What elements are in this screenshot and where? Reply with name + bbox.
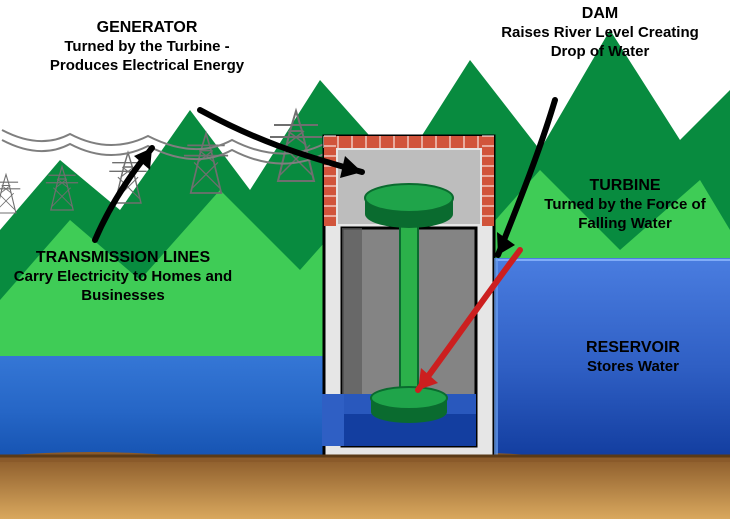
label-generator: GENERATOR Turned by the Turbine - Produc… bbox=[32, 18, 262, 76]
label-title: RESERVOIR bbox=[558, 338, 708, 358]
label-title: TRANSMISSION LINES bbox=[4, 248, 242, 268]
label-reservoir: RESERVOIR Stores Water bbox=[558, 338, 708, 377]
label-desc: Turned by the Turbine - Produces Electri… bbox=[32, 38, 262, 76]
diagram-stage: GENERATOR Turned by the Turbine - Produc… bbox=[0, 0, 730, 519]
label-title: TURBINE bbox=[520, 176, 730, 196]
label-transmission: TRANSMISSION LINES Carry Electricity to … bbox=[4, 248, 242, 306]
label-title: GENERATOR bbox=[32, 18, 262, 38]
label-title: DAM bbox=[500, 4, 700, 24]
label-desc: Stores Water bbox=[558, 358, 708, 377]
label-dam: DAM Raises River Level Creating Drop of … bbox=[500, 4, 700, 62]
label-desc: Raises River Level Creating Drop of Wate… bbox=[500, 24, 700, 62]
label-turbine: TURBINE Turned by the Force of Falling W… bbox=[520, 176, 730, 234]
label-desc: Carry Electricity to Homes and Businesse… bbox=[4, 268, 242, 306]
label-desc: Turned by the Force of Falling Water bbox=[520, 196, 730, 234]
